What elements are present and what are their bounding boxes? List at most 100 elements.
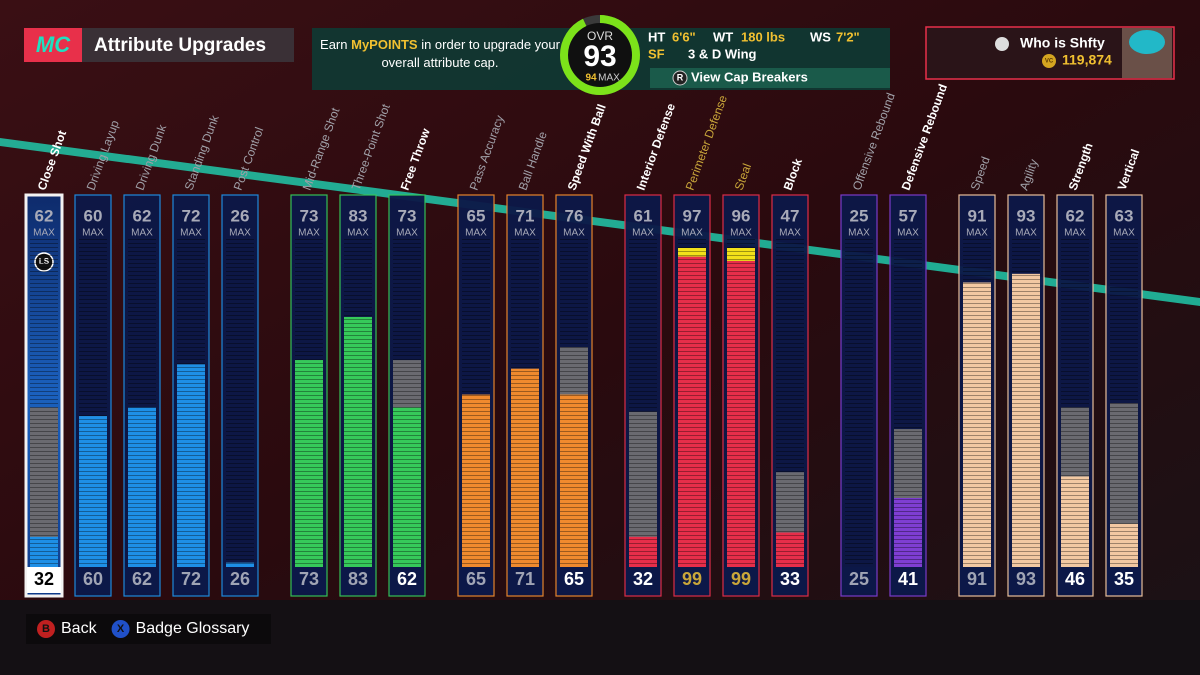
value-box [773, 567, 807, 593]
vc-amount: 119,874 [1062, 52, 1112, 68]
vc-icon [1042, 54, 1056, 68]
stat-label: WS [810, 29, 831, 44]
max-label: MAX [82, 228, 104, 239]
attribute-value: 32 [34, 569, 54, 589]
attribute-cap: 91 [968, 206, 987, 225]
attribute-cap: 97 [683, 206, 702, 225]
max-label: MAX [465, 228, 487, 239]
attribute-cap: 62 [133, 206, 152, 225]
bar-stripes [177, 238, 205, 567]
max-label: MAX [897, 228, 919, 239]
bar-stripes [560, 238, 588, 567]
attribute-cap: 65 [467, 206, 486, 225]
button-hints [26, 614, 271, 644]
max-label: MAX [730, 228, 752, 239]
stat-label: HT [648, 29, 665, 44]
max-label: MAX [563, 228, 585, 239]
ovr-max-label: MAX [598, 73, 620, 84]
bar-stripes [963, 238, 991, 567]
position: SF [648, 46, 665, 61]
attribute-cap: 26 [231, 206, 250, 225]
value-box [292, 567, 326, 593]
attribute-value: 25 [849, 569, 869, 589]
attribute-cap: 25 [850, 206, 869, 225]
bar-stripes [727, 238, 755, 567]
attribute-cap: 72 [182, 206, 201, 225]
value-box [842, 567, 876, 593]
attribute-value: 65 [564, 569, 584, 589]
attribute-value: 33 [780, 569, 800, 589]
bar-stripes [30, 238, 58, 567]
value-box [223, 567, 257, 593]
logo-box [24, 28, 82, 62]
max-label: MAX [1015, 228, 1037, 239]
page-title: Attribute Upgrades [94, 35, 266, 56]
value-box [76, 567, 110, 593]
cap-link[interactable]: View Cap Breakers [691, 69, 808, 84]
value-box [891, 567, 925, 593]
bar-stripes [393, 238, 421, 567]
max-label: MAX [1064, 228, 1086, 239]
value-box [174, 567, 208, 593]
attribute-cap: 57 [899, 206, 918, 225]
logo: MC [36, 32, 71, 57]
bar-stripes [462, 238, 490, 567]
attribute-cap: 61 [634, 206, 653, 225]
info-text: in order to upgrade your overall attribu… [381, 37, 560, 70]
attribute-value: 32 [633, 569, 653, 589]
value-box [675, 567, 709, 593]
value-box [1058, 567, 1092, 593]
button-icon[interactable] [111, 620, 130, 638]
button-key: X [117, 623, 125, 635]
attribute-value: 83 [348, 569, 368, 589]
ovr-value: 93 [583, 40, 616, 73]
bar-stripes [1110, 238, 1138, 567]
button-key: R [677, 72, 684, 82]
info-text: Earn MyPOINTS in order to upgrade your o… [320, 36, 560, 72]
attribute-cap: 96 [732, 206, 751, 225]
footer-buttons: B Back X Badge Glossary [37, 620, 249, 638]
value-box [341, 567, 375, 593]
platform-icon [995, 37, 1009, 51]
attribute-cap: 71 [516, 206, 535, 225]
bar-stripes [1012, 238, 1040, 567]
max-label: MAX [632, 228, 654, 239]
attribute-value: 35 [1114, 569, 1134, 589]
button-icon [672, 70, 688, 86]
max-label: MAX [396, 228, 418, 239]
info-box: Earn MyPOINTS in order to upgrade your o… [320, 36, 560, 72]
attribute-value: 72 [181, 569, 201, 589]
button-label[interactable]: Back [61, 620, 98, 637]
ovr-max: 94 [585, 73, 597, 84]
attribute-value: 60 [83, 569, 103, 589]
bar-stripes [629, 238, 657, 567]
bar-stripes [79, 238, 107, 567]
archetype: 3 & D Wing [688, 46, 757, 61]
attribute-cap: 47 [781, 206, 800, 225]
ovr-ring [560, 15, 640, 95]
attribute-value: 99 [682, 569, 702, 589]
button-icon[interactable] [37, 620, 55, 638]
cap-link-bar[interactable] [650, 68, 890, 88]
value-box [724, 567, 758, 593]
attribute-cap: 76 [565, 206, 584, 225]
button-key: B [42, 623, 50, 635]
attribute-cap: 73 [398, 206, 417, 225]
max-label: MAX [1113, 228, 1135, 239]
bar-stripes [128, 238, 156, 567]
attribute-value: 99 [731, 569, 751, 589]
attribute-cap: 62 [35, 206, 54, 225]
value-box [557, 567, 591, 593]
attribute-value: 91 [967, 569, 987, 589]
bar-stripes [845, 238, 873, 567]
button-label[interactable]: Badge Glossary [136, 620, 250, 637]
bar-stripes [344, 238, 372, 567]
vc-icon-label: VC [1045, 59, 1054, 65]
max-label: MAX [966, 228, 988, 239]
max-label: MAX [33, 228, 55, 239]
value-box [27, 567, 61, 593]
value-box [960, 567, 994, 593]
stat-label: WT [713, 29, 733, 44]
stat-value: 7'2" [836, 29, 860, 44]
